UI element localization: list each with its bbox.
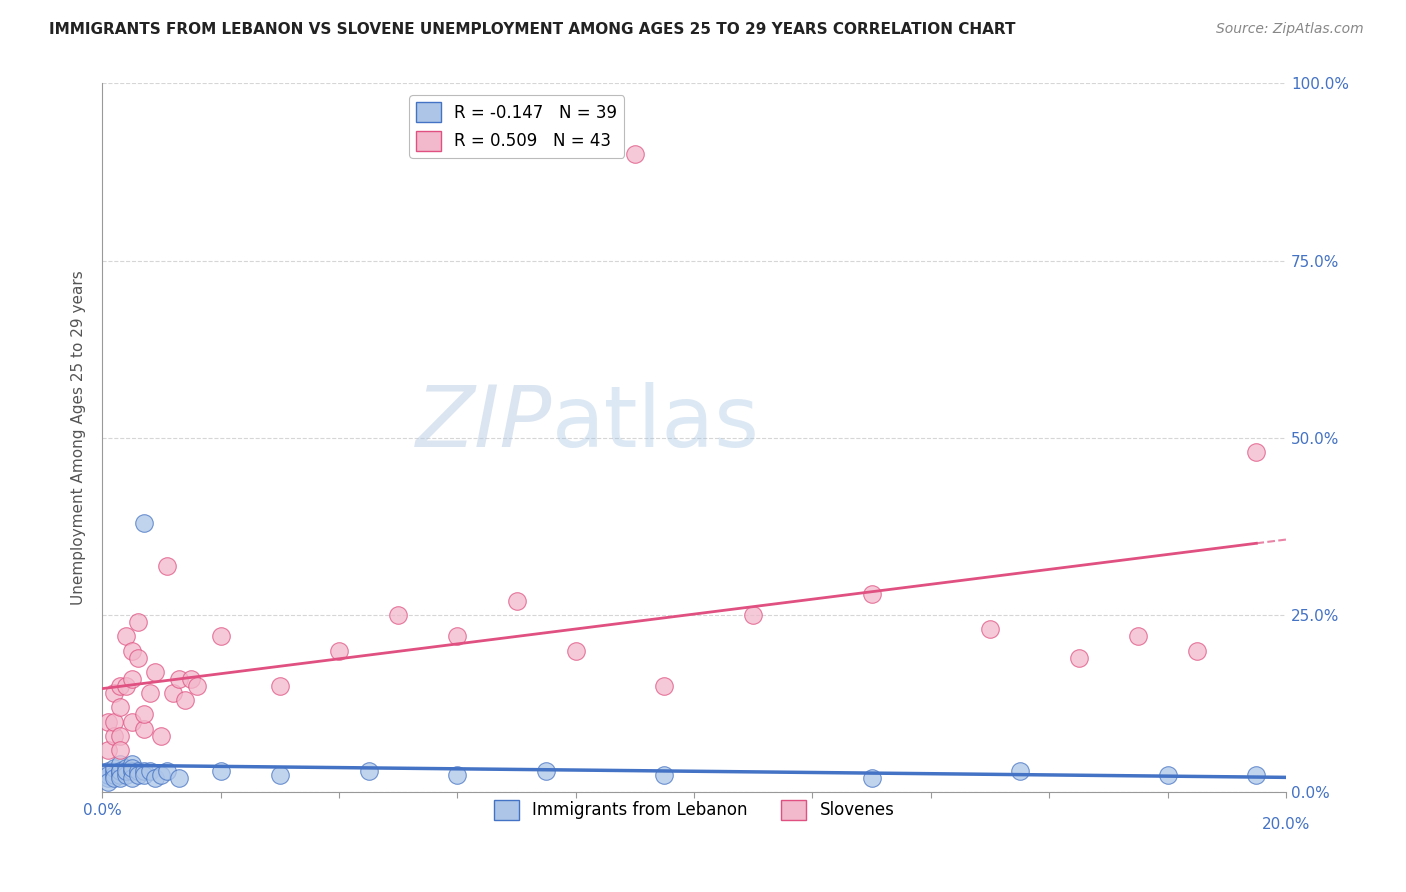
Point <box>162 686 184 700</box>
Point <box>103 771 125 785</box>
Text: atlas: atlas <box>553 383 761 466</box>
Point <box>103 761 125 775</box>
Point <box>108 679 131 693</box>
Point <box>654 679 676 693</box>
Point <box>121 714 143 729</box>
Point <box>145 771 167 785</box>
Point <box>127 764 149 778</box>
Point <box>97 714 120 729</box>
Point <box>328 643 350 657</box>
Point <box>121 764 143 778</box>
Point <box>108 771 131 785</box>
Point <box>1008 764 1031 778</box>
Point <box>103 767 125 781</box>
Point <box>103 686 125 700</box>
Point <box>108 764 131 778</box>
Point <box>115 764 138 778</box>
Point <box>654 767 676 781</box>
Point <box>357 764 380 778</box>
Point <box>121 643 143 657</box>
Point <box>534 764 557 778</box>
Point <box>446 629 468 643</box>
Point <box>103 764 125 778</box>
Point <box>115 679 138 693</box>
Text: IMMIGRANTS FROM LEBANON VS SLOVENE UNEMPLOYMENT AMONG AGES 25 TO 29 YEARS CORREL: IMMIGRANTS FROM LEBANON VS SLOVENE UNEMP… <box>49 22 1015 37</box>
Point <box>108 767 131 781</box>
Point <box>564 643 586 657</box>
Point <box>624 147 647 161</box>
Point <box>127 650 149 665</box>
Point <box>97 767 120 781</box>
Point <box>108 757 131 772</box>
Point <box>115 629 138 643</box>
Legend: Immigrants from Lebanon, Slovenes: Immigrants from Lebanon, Slovenes <box>488 793 901 827</box>
Point <box>121 771 143 785</box>
Point <box>1126 629 1149 643</box>
Point <box>150 729 173 743</box>
Point <box>180 672 202 686</box>
Text: 20.0%: 20.0% <box>1261 817 1310 832</box>
Point <box>209 764 232 778</box>
Point <box>108 764 131 778</box>
Point <box>860 771 883 785</box>
Point <box>132 707 155 722</box>
Point <box>979 623 1001 637</box>
Point <box>387 608 409 623</box>
Point <box>156 764 179 778</box>
Point <box>121 757 143 772</box>
Point <box>108 700 131 714</box>
Point <box>132 764 155 778</box>
Text: Source: ZipAtlas.com: Source: ZipAtlas.com <box>1216 22 1364 37</box>
Point <box>115 761 138 775</box>
Point <box>97 764 120 778</box>
Point <box>103 729 125 743</box>
Point <box>108 743 131 757</box>
Point <box>132 516 155 530</box>
Point <box>1246 445 1268 459</box>
Point <box>156 558 179 573</box>
Text: ZIP: ZIP <box>416 383 553 466</box>
Point <box>1067 650 1090 665</box>
Point <box>97 774 120 789</box>
Point <box>115 767 138 781</box>
Point <box>145 665 167 679</box>
Point <box>138 764 160 778</box>
Point <box>167 672 190 686</box>
Point <box>138 686 160 700</box>
Point <box>269 767 291 781</box>
Point <box>1185 643 1208 657</box>
Point <box>121 672 143 686</box>
Point <box>103 714 125 729</box>
Y-axis label: Unemployment Among Ages 25 to 29 years: Unemployment Among Ages 25 to 29 years <box>72 270 86 606</box>
Point <box>446 767 468 781</box>
Point <box>742 608 765 623</box>
Point <box>505 594 527 608</box>
Point <box>97 771 120 785</box>
Point <box>132 767 155 781</box>
Point <box>121 761 143 775</box>
Point <box>127 615 149 630</box>
Point <box>132 722 155 736</box>
Point <box>127 767 149 781</box>
Point <box>1246 767 1268 781</box>
Point <box>1156 767 1178 781</box>
Point <box>186 679 208 693</box>
Point <box>167 771 190 785</box>
Point <box>860 587 883 601</box>
Point <box>269 679 291 693</box>
Point <box>209 629 232 643</box>
Point <box>108 729 131 743</box>
Point <box>150 767 173 781</box>
Point <box>97 743 120 757</box>
Point <box>174 693 197 707</box>
